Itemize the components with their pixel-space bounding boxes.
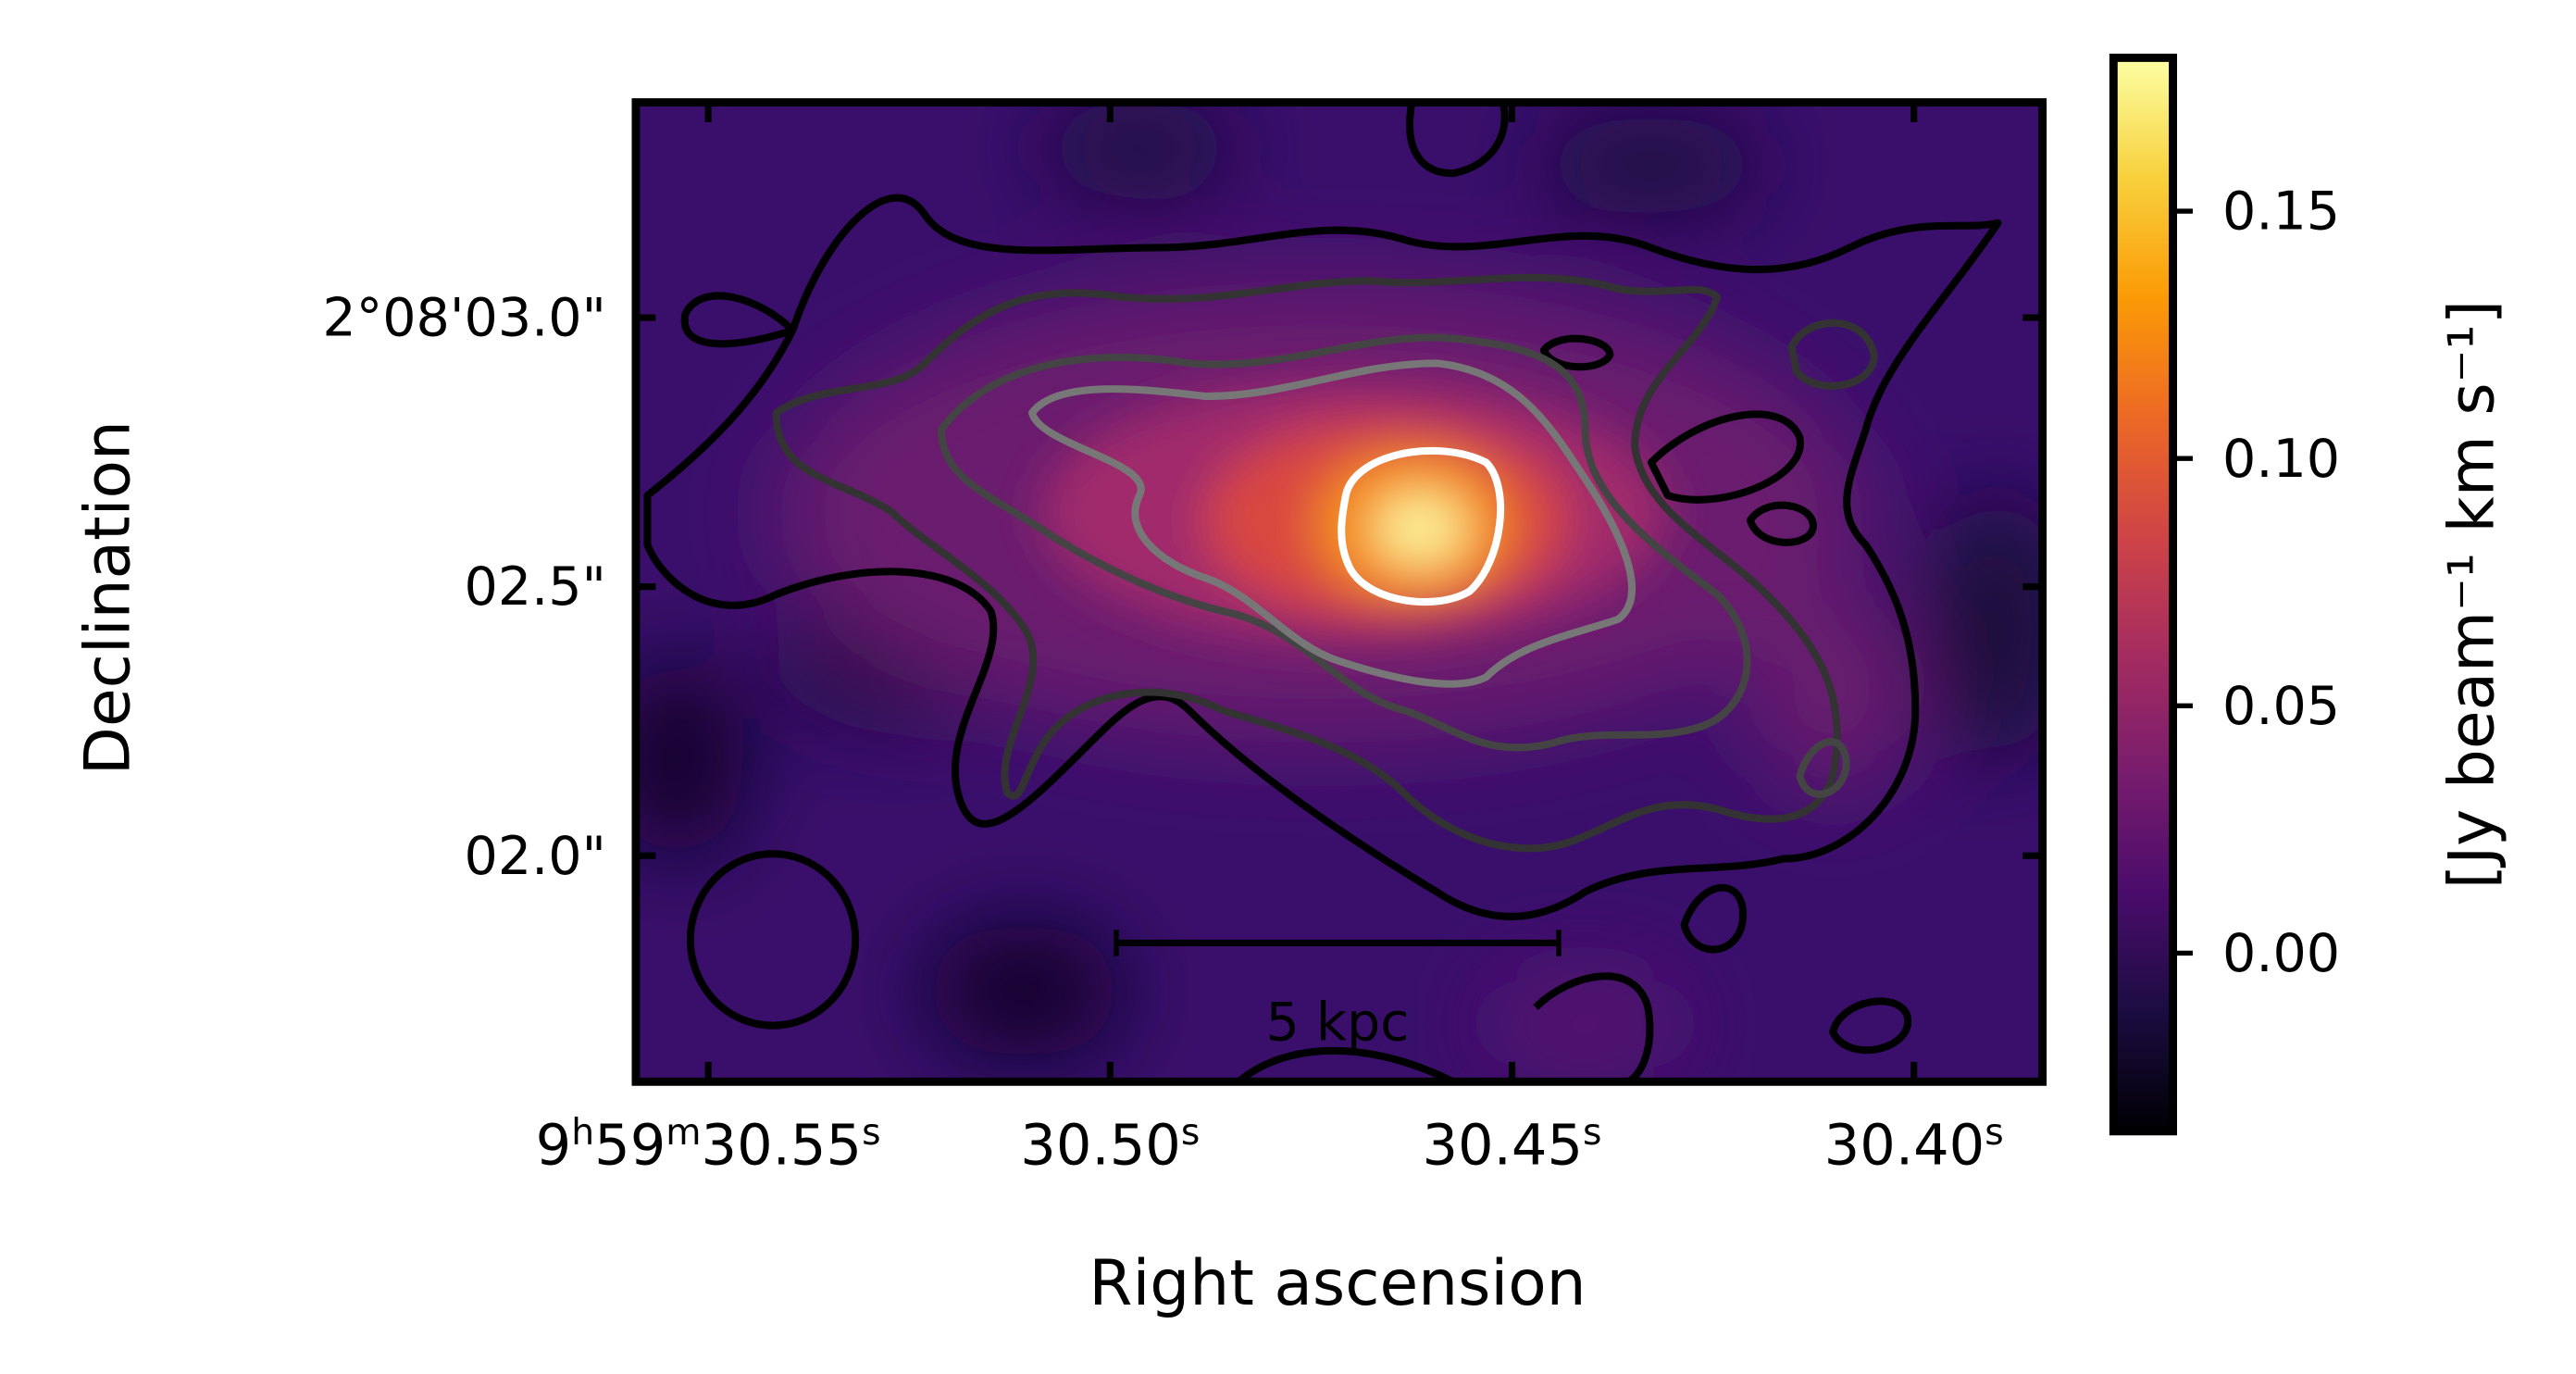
- y-tick-label: 2°08'03.0": [322, 288, 605, 349]
- contour: [1829, 997, 1912, 1055]
- contour: [772, 273, 1841, 853]
- x-tick-label: 30.50s: [1020, 1112, 1200, 1178]
- axes-frame: [631, 98, 2047, 1086]
- scale-bar-label: 5 kpc: [1265, 993, 1409, 1054]
- colorbar: [2113, 57, 2173, 1131]
- contour: [643, 194, 2002, 920]
- contour: [1746, 501, 1817, 546]
- y-tick-label: 02.5": [465, 556, 606, 618]
- x-axis-label: Right ascension: [1089, 1246, 1586, 1319]
- x-tick-label: 30.45s: [1422, 1112, 1601, 1178]
- colorbar-tick-label: 0.15: [2222, 181, 2340, 243]
- colorbar-label: [Jy beam⁻¹ km s⁻¹]: [2435, 300, 2508, 889]
- contour: [1680, 883, 1747, 954]
- contour: [1236, 972, 1654, 1082]
- contour: [1796, 738, 1850, 798]
- colorbar-tick-label: 0.10: [2222, 429, 2340, 490]
- colorbar-tick-label: 0.00: [2222, 923, 2340, 984]
- y-axis-label: Declination: [70, 420, 143, 775]
- contours: [643, 102, 2002, 1082]
- contour: [1787, 319, 1878, 390]
- contour: [680, 292, 796, 348]
- y-tick-label: 02.0": [465, 826, 606, 887]
- contour: [1539, 334, 1614, 371]
- x-tick-label: 9h59m30.55s: [536, 1112, 881, 1178]
- contour: [1405, 102, 1509, 178]
- beam: [686, 850, 860, 1030]
- colorbar-frame: [2109, 53, 2177, 1136]
- contour: [1028, 359, 1636, 688]
- contour: [1647, 410, 1804, 504]
- contour: [1338, 446, 1505, 606]
- contour: [937, 333, 1751, 752]
- colorbar-tick-label: 0.05: [2222, 676, 2340, 737]
- x-tick-label: 30.40s: [1824, 1112, 2004, 1178]
